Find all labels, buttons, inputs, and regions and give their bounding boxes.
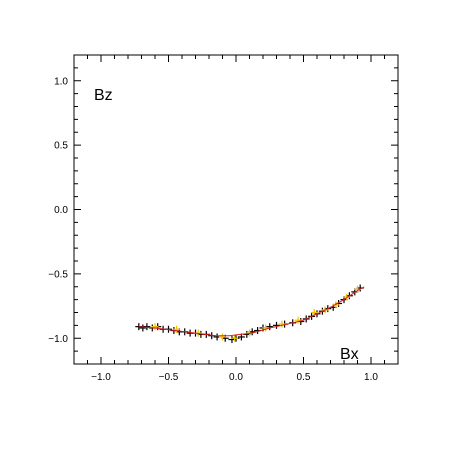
data-point (343, 293, 351, 301)
y-tick-label: −0.5 (48, 269, 68, 280)
plot-frame (73, 54, 399, 365)
y-tick-label: 1.0 (54, 76, 68, 87)
data-point (139, 324, 147, 332)
data-point (273, 321, 280, 329)
x-tick-label: 0.5 (297, 372, 311, 383)
series-line (138, 286, 365, 337)
x-axis-label: Bx (340, 346, 359, 363)
data-point (294, 316, 302, 324)
y-tick-label: 0.0 (54, 205, 68, 216)
axis-tick-labels: −1.0 −0.5 0.0 0.5 1.0 1.0 0.5 0.0 −0.5 −1.0 (48, 76, 378, 383)
x-tick-label: −1.0 (91, 372, 111, 383)
y-tick-label: 0.5 (54, 141, 68, 152)
data-point (266, 323, 274, 331)
x-tick-label: −0.5 (159, 372, 179, 383)
data-point (219, 333, 226, 341)
data-point (173, 325, 181, 333)
y-tick-label: −1.0 (48, 334, 68, 345)
data-point (262, 324, 270, 332)
x-tick-label: 0.0 (229, 372, 243, 383)
axis-ticks (73, 54, 399, 365)
data-point (278, 320, 286, 328)
data-point (231, 334, 239, 342)
data-point (151, 323, 159, 331)
data-series (135, 284, 365, 344)
y-axis-label: Bz (94, 87, 113, 104)
x-tick-label: 1.0 (364, 372, 378, 383)
